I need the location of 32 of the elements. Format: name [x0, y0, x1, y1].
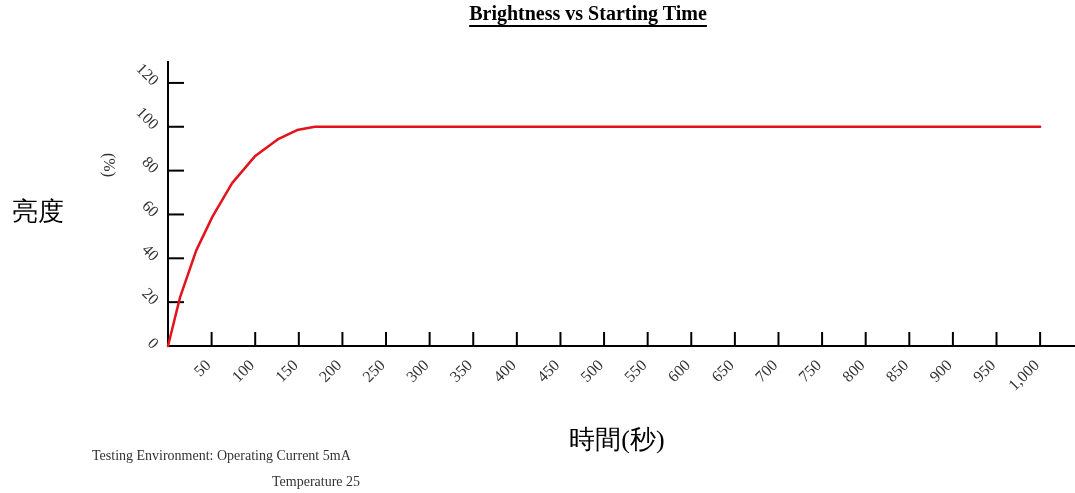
x-tick-label: 950 — [969, 356, 999, 386]
x-tick-label: 400 — [489, 356, 519, 386]
x-tick-label: 750 — [795, 356, 825, 386]
x-tick-label: 350 — [446, 356, 476, 386]
x-tick-label: 500 — [577, 356, 607, 386]
text: Testing Environment: Operating Current 5mA — [92, 448, 352, 463]
x-tick-label: 250 — [359, 356, 389, 386]
x-tick-label: 150 — [271, 356, 301, 386]
x-tick-label: 800 — [838, 356, 868, 386]
x-tick-label: 450 — [533, 356, 563, 386]
y-tick-label: 80 — [139, 152, 163, 177]
x-tick-label: 300 — [402, 356, 432, 386]
y-tick-label: 120 — [133, 59, 163, 89]
x-tick-label: 700 — [751, 356, 781, 386]
text: Temperature 25 — [272, 474, 361, 489]
y-axis-title: 亮度 — [12, 197, 64, 226]
y-tick-label: 100 — [133, 103, 163, 133]
y-tick-label: 60 — [139, 196, 163, 221]
x-tick-label: 200 — [315, 356, 345, 386]
x-tick-label: 650 — [708, 356, 737, 386]
text: (%) — [100, 153, 118, 177]
y-tick-label: 40 — [139, 240, 163, 264]
x-tick-label: 50 — [190, 356, 214, 380]
x-tick-label: 600 — [664, 356, 694, 386]
chart-title: Brightness vs Starting Time — [469, 2, 707, 25]
x-tick-label: 100 — [228, 356, 258, 386]
x-tick-label: 550 — [620, 356, 650, 386]
y-tick-label: 20 — [139, 284, 163, 308]
x-axis-title: 時間(秒) — [569, 425, 665, 454]
x-tick-label: 850 — [882, 356, 912, 386]
y-tick-label: 0 — [144, 333, 163, 352]
x-tick-label: 900 — [926, 356, 956, 386]
